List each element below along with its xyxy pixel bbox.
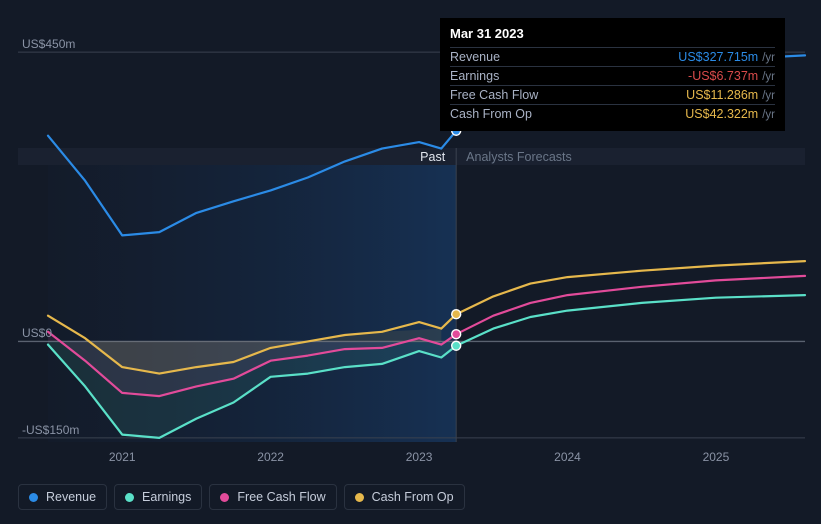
tooltip-row: Free Cash Flow US$11.286m/yr — [450, 85, 775, 104]
x-tick-label: 2024 — [554, 450, 581, 464]
tooltip-row-label: Revenue — [450, 50, 500, 64]
legend-item-free_cash_flow[interactable]: Free Cash Flow — [209, 484, 336, 510]
tooltip-row: Revenue US$327.715m/yr — [450, 47, 775, 66]
tooltip-row-value: US$42.322m — [685, 107, 758, 121]
forecast-section-label: Analysts Forecasts — [466, 150, 572, 164]
x-tick-label: 2022 — [257, 450, 284, 464]
x-tick-label: 2025 — [703, 450, 730, 464]
y-tick-label: US$450m — [22, 37, 75, 51]
legend-swatch-icon — [125, 493, 134, 502]
free_cash_flow-marker — [452, 330, 461, 339]
legend-item-earnings[interactable]: Earnings — [114, 484, 202, 510]
tooltip-row-label: Free Cash Flow — [450, 88, 538, 102]
tooltip-title: Mar 31 2023 — [450, 26, 775, 41]
x-tick-label: 2021 — [109, 450, 136, 464]
legend-swatch-icon — [220, 493, 229, 502]
past-section-label: Past — [420, 150, 445, 164]
legend-item-label: Free Cash Flow — [237, 490, 325, 504]
tooltip-row-label: Earnings — [450, 69, 499, 83]
finance-chart: US$450m US$0 -US$150m 2021 2022 2023 2024 2025… — [0, 0, 821, 524]
tooltip-row-value: US$327.715m — [678, 50, 758, 64]
tooltip-row-unit: /yr — [762, 90, 775, 102]
legend-swatch-icon — [355, 493, 364, 502]
tooltip-row-unit: /yr — [762, 71, 775, 83]
legend-swatch-icon — [29, 493, 38, 502]
y-tick-label: -US$150m — [22, 423, 79, 437]
chart-tooltip: Mar 31 2023 RevenueUS$327.715m/yrEarning… — [440, 18, 785, 131]
tooltip-row-label: Cash From Op — [450, 107, 532, 121]
x-tick-label: 2023 — [406, 450, 433, 464]
legend-item-label: Revenue — [46, 490, 96, 504]
chart-legend: Revenue Earnings Free Cash Flow Cash From O… — [18, 484, 465, 510]
cash_from_op-marker — [452, 310, 461, 319]
y-tick-label: US$0 — [22, 326, 52, 340]
legend-item-label: Earnings — [142, 490, 191, 504]
legend-item-revenue[interactable]: Revenue — [18, 484, 107, 510]
tooltip-row: Earnings -US$6.737m/yr — [450, 66, 775, 85]
tooltip-row: Cash From Op US$42.322m/yr — [450, 104, 775, 123]
tooltip-row-value: -US$6.737m — [688, 69, 758, 83]
legend-item-cash_from_op[interactable]: Cash From Op — [344, 484, 465, 510]
legend-item-label: Cash From Op — [372, 490, 454, 504]
tooltip-row-unit: /yr — [762, 109, 775, 121]
tooltip-row-value: US$11.286m — [686, 88, 758, 102]
earnings-marker — [452, 341, 461, 350]
tooltip-row-unit: /yr — [762, 52, 775, 64]
